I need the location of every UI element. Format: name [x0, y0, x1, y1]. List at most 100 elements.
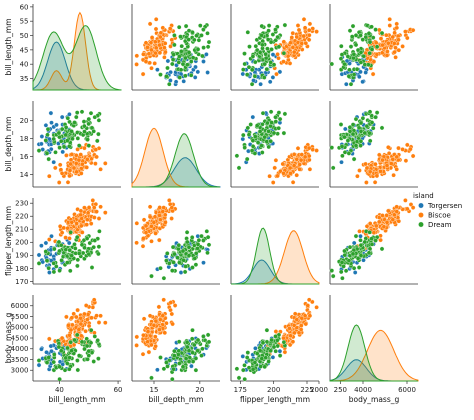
point-biscoe — [374, 173, 380, 179]
point-dream — [44, 258, 50, 263]
point-torgersen — [258, 81, 263, 87]
point-dream — [59, 258, 64, 263]
point-dream — [57, 134, 62, 140]
point-biscoe — [71, 311, 76, 317]
point-dream — [244, 156, 250, 162]
point-biscoe — [373, 161, 378, 167]
point-dream — [205, 234, 211, 240]
point-dream — [74, 332, 80, 338]
point-dream — [67, 355, 72, 360]
point-torgersen — [36, 362, 42, 368]
point-dream — [367, 138, 373, 144]
point-dream — [172, 348, 177, 354]
point-dream — [367, 246, 373, 252]
point-dream — [282, 111, 288, 117]
point-biscoe — [391, 172, 396, 178]
point-dream — [192, 37, 197, 43]
point-biscoe — [143, 230, 149, 235]
point-biscoe — [285, 53, 291, 59]
point-dream — [258, 364, 263, 369]
point-dream — [165, 251, 170, 256]
point-biscoe — [384, 32, 389, 38]
point-biscoe — [78, 208, 84, 214]
point-biscoe — [267, 173, 272, 179]
point-biscoe — [400, 147, 405, 152]
point-biscoe — [140, 351, 146, 357]
point-dream — [262, 364, 267, 370]
point-torgersen — [155, 367, 160, 373]
point-dream — [242, 376, 247, 382]
y-tick-label: 230 — [15, 200, 28, 208]
point-dream — [367, 130, 372, 136]
point-dream — [262, 61, 267, 67]
point-biscoe — [294, 34, 300, 40]
point-biscoe — [364, 224, 370, 229]
point-biscoe — [373, 40, 379, 46]
point-dream — [260, 42, 265, 48]
point-dream — [206, 242, 212, 248]
point-dream — [177, 361, 182, 366]
point-biscoe — [160, 313, 166, 318]
kde-biscoe — [330, 329, 419, 382]
point-dream — [86, 116, 92, 122]
point-dream — [370, 125, 376, 131]
point-biscoe — [145, 45, 150, 50]
point-dream — [242, 145, 247, 150]
point-dream — [67, 247, 72, 253]
point-biscoe — [299, 315, 305, 321]
point-biscoe — [161, 205, 166, 210]
point-dream — [63, 355, 69, 361]
point-dream — [345, 138, 351, 143]
point-biscoe — [288, 40, 293, 46]
legend-marker-dream — [418, 221, 424, 228]
point-dream — [96, 251, 101, 257]
legend-label-dream: Dream — [428, 221, 452, 229]
point-biscoe — [169, 216, 174, 221]
point-dream — [76, 143, 82, 148]
point-biscoe — [153, 231, 158, 236]
point-dream — [36, 148, 42, 153]
point-biscoe — [390, 34, 396, 40]
point-dream — [63, 247, 69, 252]
point-biscoe — [392, 212, 397, 218]
point-biscoe — [85, 217, 90, 222]
point-biscoe — [76, 327, 82, 332]
point-biscoe — [270, 180, 276, 185]
point-biscoe — [290, 339, 296, 344]
point-biscoe — [163, 220, 168, 225]
point-biscoe — [392, 49, 397, 55]
point-dream — [367, 50, 372, 56]
point-dream — [346, 151, 352, 156]
point-biscoe — [384, 53, 390, 58]
point-dream — [329, 268, 335, 273]
point-biscoe — [403, 198, 408, 203]
point-dream — [342, 252, 348, 258]
point-biscoe — [103, 161, 108, 166]
point-torgersen — [39, 346, 44, 352]
point-torgersen — [189, 363, 194, 369]
point-biscoe — [76, 157, 82, 163]
point-biscoe — [153, 318, 159, 324]
point-dream — [69, 129, 74, 134]
y-axis-label-body_mass_g: body_mass_g — [4, 313, 13, 364]
point-dream — [170, 244, 176, 250]
y-tick-label: 4500 — [11, 334, 29, 342]
point-dream — [341, 264, 346, 269]
point-dream — [199, 33, 204, 38]
point-dream — [51, 269, 57, 275]
point-dream — [89, 265, 95, 270]
point-biscoe — [298, 327, 304, 332]
point-biscoe — [396, 145, 401, 151]
point-biscoe — [80, 230, 85, 235]
point-dream — [206, 39, 212, 45]
point-dream — [91, 359, 96, 364]
point-biscoe — [169, 205, 175, 210]
point-biscoe — [65, 225, 70, 231]
point-biscoe — [134, 62, 139, 67]
point-biscoe — [291, 152, 297, 157]
point-dream — [177, 54, 182, 59]
point-dream — [183, 356, 189, 361]
point-biscoe — [307, 21, 313, 27]
point-dream — [373, 114, 378, 120]
point-torgersen — [193, 64, 198, 70]
